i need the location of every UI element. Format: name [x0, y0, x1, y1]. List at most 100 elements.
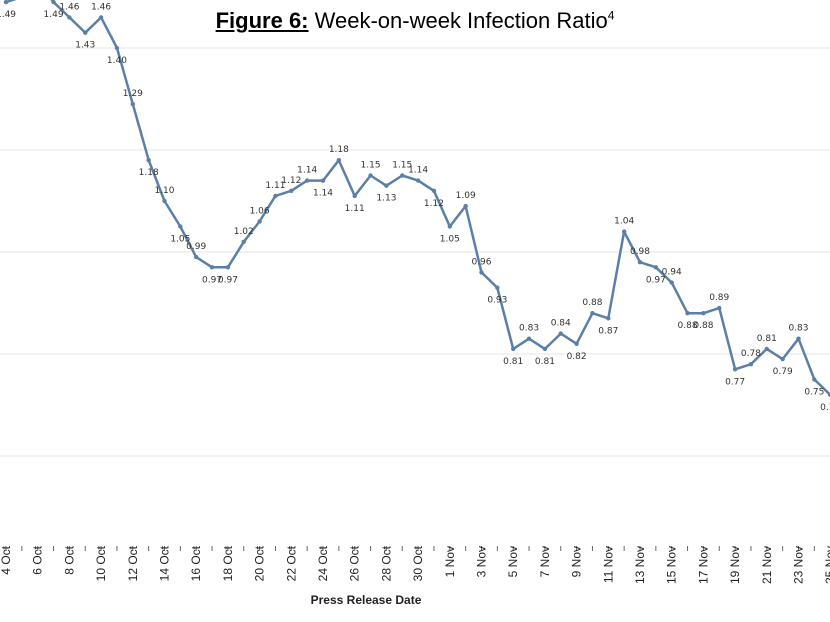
x-tick-label: 26 Oct: [348, 545, 362, 581]
data-label: 0.82: [567, 352, 587, 362]
data-label: 1.04: [614, 217, 634, 227]
x-tick-label: 22 Oct: [284, 545, 298, 581]
x-tick-label: 11 Nov: [601, 546, 615, 583]
data-point: [225, 265, 231, 270]
x-tick-label: 3 Nov: [475, 546, 489, 577]
data-point: [352, 193, 357, 199]
data-point: [83, 30, 88, 35]
data-label: 0.81: [503, 357, 523, 367]
data-label: 0.81: [757, 334, 777, 344]
data-label: 1.14: [297, 166, 317, 176]
data-point: [320, 178, 326, 183]
data-label: 1.46: [59, 2, 79, 12]
data-label: 0.99: [186, 242, 206, 252]
data-point: [637, 260, 643, 265]
data-point: [209, 265, 215, 270]
x-tick-label: 24 Oct: [316, 545, 330, 581]
data-label: 0.97: [218, 275, 238, 285]
data-label: 1.10: [154, 186, 174, 196]
data-points: [3, 0, 830, 397]
data-label: 1.13: [376, 194, 396, 204]
data-point: [289, 188, 294, 193]
data-point: [653, 265, 659, 270]
x-tick-label: 17 Nov: [696, 546, 710, 584]
x-axis-title: Press Release Date: [311, 593, 422, 607]
data-point: [621, 229, 627, 234]
data-label: 1.11: [265, 181, 285, 191]
data-point: [748, 362, 754, 367]
data-label: 0.98: [630, 247, 650, 257]
data-point: [463, 203, 468, 209]
data-point: [447, 224, 452, 229]
x-tick-label: 4 Oct: [0, 545, 13, 574]
series-line: [5, 0, 830, 397]
x-tick-label: 18 Oct: [221, 545, 235, 581]
data-label: 0.84: [551, 319, 571, 329]
data-point: [415, 178, 421, 183]
x-tick-label: 25 Nov: [823, 546, 830, 584]
data-label: 1.40: [107, 56, 127, 66]
data-label: 0.81: [535, 357, 555, 367]
data-label: 0.79: [773, 367, 793, 377]
data-label: 1.09: [456, 191, 476, 201]
data-label: 1.43: [75, 41, 95, 51]
data-label: 0.97: [646, 275, 666, 285]
data-point: [257, 219, 262, 224]
data-point: [336, 158, 342, 163]
data-label: 1.05: [170, 235, 190, 245]
data-point: [130, 101, 135, 107]
x-tick-label: 21 Nov: [760, 546, 774, 584]
data-label: 0.72: [820, 403, 830, 413]
data-point: [812, 377, 817, 382]
data-label: 1.14: [313, 189, 333, 199]
data-point: [558, 331, 563, 336]
x-tick-label: 7 Nov: [538, 546, 552, 577]
data-point: [431, 188, 437, 193]
data-point: [495, 285, 500, 290]
data-point: [669, 280, 674, 285]
x-tick-label: 14 Oct: [158, 545, 172, 581]
x-tick-label: 23 Nov: [792, 546, 806, 584]
data-point: [732, 367, 738, 372]
data-point: [194, 254, 199, 260]
data-label: 1.05: [440, 235, 460, 245]
title-footnote-marker: 4: [607, 8, 615, 23]
data-point: [98, 15, 104, 20]
x-axis: 4 Oct 6 Oct 8 Oct 10 Oct 12 Oct 14 Oct 16 Oct 1…: [0, 545, 830, 584]
data-label: 1.15: [392, 161, 412, 171]
data-label: 1.12: [281, 176, 301, 186]
data-label: 1.18: [139, 168, 159, 178]
data-point: [606, 316, 611, 321]
data-point: [796, 336, 801, 341]
data-label: 0.83: [788, 324, 808, 334]
figure-number: Figure 6:: [215, 8, 309, 33]
data-label: 1.12: [424, 199, 444, 209]
x-tick-label: 5 Nov: [506, 546, 520, 577]
data-point: [114, 45, 120, 51]
data-label: 1.49: [44, 10, 64, 20]
data-point: [400, 173, 405, 178]
data-point: [304, 178, 310, 183]
data-point: [764, 346, 769, 352]
x-tick-label: 15 Nov: [665, 546, 679, 584]
data-label: 0.88: [582, 298, 602, 308]
data-point: [51, 0, 56, 5]
chart-title: Figure 6: Week-on-week Infection Ratio4: [0, 8, 830, 34]
data-label: 1.14: [408, 166, 428, 176]
data-label: 1.18: [329, 145, 349, 155]
data-label: 0.83: [519, 324, 539, 334]
data-label: 0.78: [741, 349, 761, 359]
data-label: 0.88: [693, 321, 713, 331]
data-label: 1.49: [0, 10, 16, 20]
data-point: [162, 198, 167, 204]
data-point: [479, 270, 484, 275]
data-label: 0.97: [202, 275, 222, 285]
title-text: Week-on-week Infection Ratio: [308, 8, 608, 33]
x-tick-label: 10 Oct: [94, 545, 108, 581]
data-label: 0.94: [662, 268, 682, 278]
data-point: [780, 356, 785, 362]
data-point: [542, 346, 548, 352]
data-point: [526, 336, 532, 341]
data-label: 0.87: [598, 326, 618, 336]
